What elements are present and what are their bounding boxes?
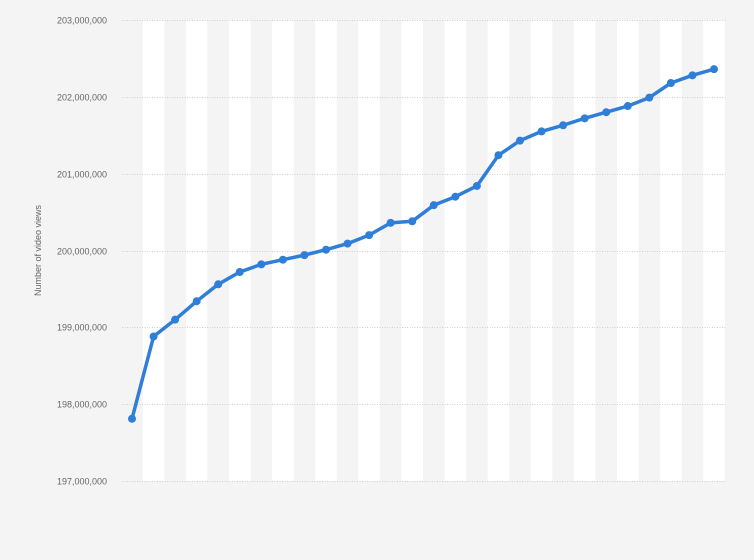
data-point[interactable] [149, 332, 158, 341]
plot-band [358, 20, 380, 481]
data-point[interactable] [429, 201, 438, 210]
data-point[interactable] [688, 71, 697, 80]
data-point[interactable] [365, 231, 374, 240]
y-tick-label: 201,000,000 [57, 170, 107, 180]
series-layer [128, 65, 718, 423]
data-point[interactable] [666, 79, 675, 87]
series-line [130, 67, 716, 421]
data-point[interactable] [580, 114, 589, 123]
plot-band [617, 20, 639, 481]
data-point[interactable] [386, 218, 395, 227]
y-tick-label: 197,000,000 [57, 477, 107, 487]
data-point[interactable] [623, 102, 632, 111]
data-point[interactable] [128, 414, 136, 423]
plot-band [229, 20, 251, 481]
plot-band [573, 20, 596, 481]
data-point[interactable] [257, 260, 266, 269]
gridlines [122, 20, 726, 482]
data-point[interactable] [537, 127, 546, 136]
plot-band [142, 20, 165, 481]
y-tick-label: 200,000,000 [57, 247, 107, 257]
data-point[interactable] [171, 315, 180, 324]
plot-band [530, 20, 553, 481]
plot-band [487, 20, 510, 481]
data-point[interactable] [451, 192, 460, 201]
plot-band [660, 20, 682, 481]
data-point[interactable] [192, 297, 201, 306]
data-point[interactable] [300, 251, 309, 260]
y-axis-tick-labels: 197,000,000 198,000,000 199,000,000 200,000… [57, 16, 107, 487]
data-point[interactable] [343, 239, 352, 248]
data-point[interactable] [278, 255, 287, 264]
data-point[interactable] [322, 245, 330, 254]
plot-bands [142, 20, 725, 481]
plot-band [401, 20, 423, 481]
data-point[interactable] [645, 93, 654, 102]
plot-band [444, 20, 467, 481]
plot-band [703, 20, 725, 481]
data-point[interactable] [710, 65, 718, 74]
y-axis-title: Number of video views [33, 204, 43, 296]
data-point[interactable] [602, 108, 611, 117]
data-point[interactable] [214, 280, 223, 289]
data-point[interactable] [559, 121, 568, 130]
data-point[interactable] [408, 217, 417, 226]
y-tick-label: 202,000,000 [57, 93, 107, 103]
data-point[interactable] [494, 151, 503, 160]
data-point[interactable] [472, 181, 481, 190]
plot-band [185, 20, 208, 481]
y-tick-label: 203,000,000 [57, 16, 107, 26]
data-point[interactable] [235, 268, 244, 277]
y-tick-label: 198,000,000 [57, 400, 107, 410]
plot-band [272, 20, 294, 481]
data-point[interactable] [516, 136, 524, 145]
y-tick-label: 199,000,000 [57, 323, 107, 333]
